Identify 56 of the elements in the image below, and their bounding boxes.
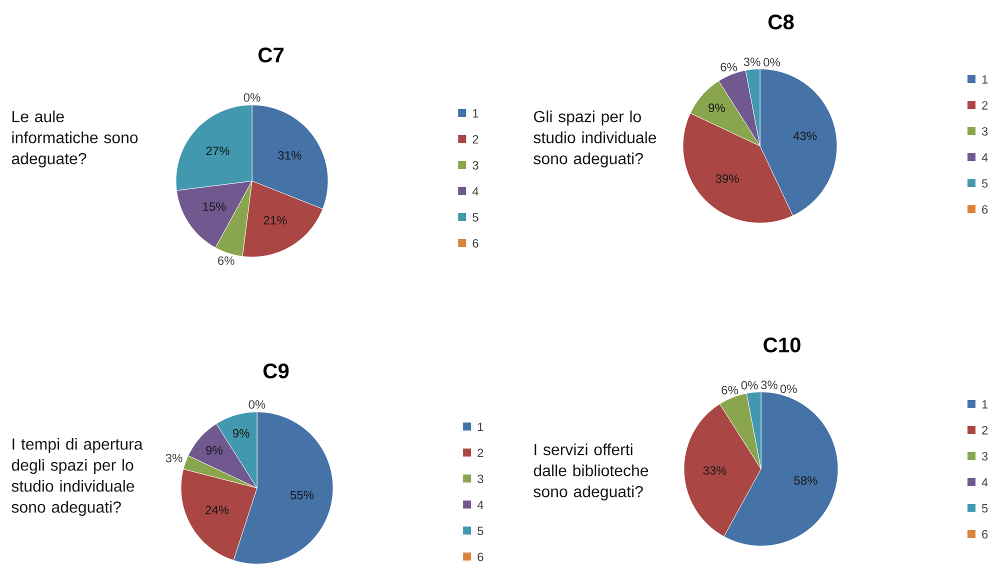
legend-label: 2 bbox=[982, 426, 988, 434]
legend-label: 1 bbox=[473, 109, 478, 118]
data-label: 6% bbox=[722, 386, 738, 394]
legend-label: 2 bbox=[982, 101, 988, 110]
legend-label: 4 bbox=[982, 153, 988, 162]
text: 0% bbox=[764, 58, 780, 67]
legend-label: 4 bbox=[982, 478, 988, 486]
text: 0% bbox=[244, 93, 260, 102]
legend-label: 4 bbox=[477, 500, 484, 510]
data-label: 39% bbox=[716, 174, 739, 183]
chart-title: C10 bbox=[764, 338, 800, 352]
legend-label: 2 bbox=[472, 135, 478, 144]
data-label: 27% bbox=[206, 146, 230, 156]
text: 0% bbox=[741, 380, 758, 390]
legend-label: 3 bbox=[472, 161, 478, 170]
data-label: 3% bbox=[761, 380, 778, 390]
chart-title: C9 bbox=[263, 364, 289, 378]
data-label: 6% bbox=[720, 62, 738, 72]
data-label: 15% bbox=[203, 202, 226, 211]
text: Gli spazi per lo studio individuale sono adeguati? bbox=[534, 110, 656, 168]
data-label: 24% bbox=[206, 506, 229, 514]
legend-label: 5 bbox=[982, 504, 988, 513]
data-label: 58% bbox=[794, 476, 818, 485]
legend-label: 6 bbox=[982, 530, 988, 539]
legend-label: 1 bbox=[982, 75, 988, 84]
data-label: 9% bbox=[233, 429, 250, 438]
data-label: 9% bbox=[708, 104, 725, 112]
text: I servizi offerti dalle biblioteche sono adeguati? bbox=[534, 444, 648, 500]
data-label: 3% bbox=[744, 58, 760, 66]
legend-label: 4 bbox=[472, 187, 478, 196]
chart-title: C7 bbox=[258, 48, 284, 62]
legend-label: 6 bbox=[982, 205, 988, 214]
legend-label: 5 bbox=[982, 179, 988, 188]
legend-label: 1 bbox=[478, 422, 484, 432]
legend-label: 6 bbox=[478, 552, 484, 562]
data-label: 21% bbox=[264, 216, 287, 224]
legend-label: 5 bbox=[472, 213, 478, 222]
data-label: 6% bbox=[218, 256, 234, 265]
data-label: 55% bbox=[290, 490, 314, 500]
legend-label: 5 bbox=[478, 526, 484, 536]
data-label: 43% bbox=[793, 132, 817, 140]
legend-label: 2 bbox=[478, 448, 484, 458]
legend-label: 3 bbox=[982, 452, 988, 461]
text: 0% bbox=[248, 400, 266, 409]
data-label: 31% bbox=[278, 151, 302, 160]
data-label: 9% bbox=[206, 446, 222, 455]
legend-label: 1 bbox=[982, 400, 988, 408]
data-label: 3% bbox=[166, 454, 182, 462]
legend-label: 3 bbox=[478, 474, 484, 484]
text: I tempi di apertura degli spazi per lo studio individuale sono adeguati? bbox=[12, 438, 143, 516]
text: Le aule informatiche sono adeguate? bbox=[12, 110, 138, 168]
chart-title: C8 bbox=[768, 14, 794, 30]
legend-label: 6 bbox=[472, 239, 478, 248]
text: 0% bbox=[780, 384, 797, 394]
legend-label: 3 bbox=[982, 127, 988, 136]
data-label: 33% bbox=[703, 466, 726, 475]
